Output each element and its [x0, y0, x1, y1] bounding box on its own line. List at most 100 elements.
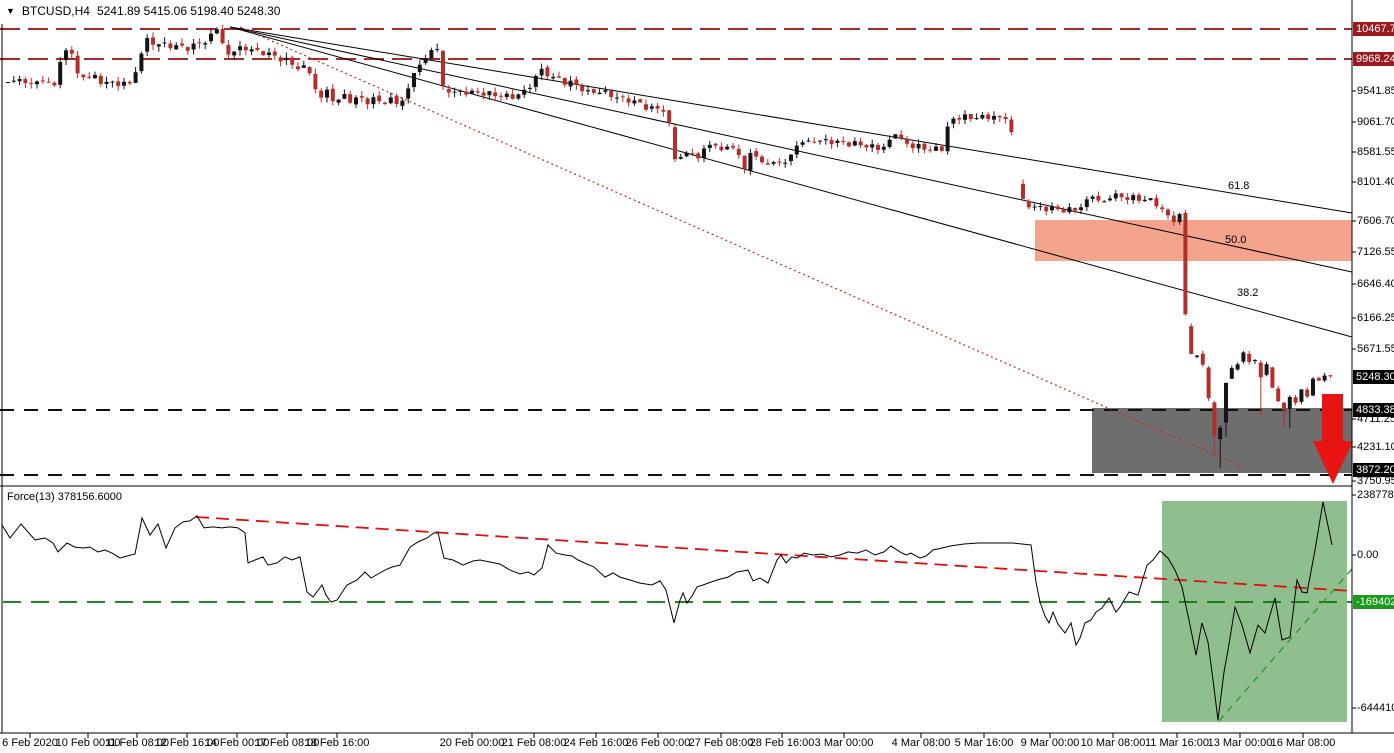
candle: [1131, 195, 1136, 201]
candle: [17, 79, 22, 82]
candle: [974, 117, 979, 120]
candle: [1328, 375, 1333, 377]
candle: [870, 144, 875, 148]
candle: [568, 80, 573, 87]
candle: [945, 126, 950, 152]
candle: [75, 55, 80, 74]
candle: [156, 44, 161, 47]
candle: [504, 93, 509, 97]
candle: [493, 92, 498, 97]
fib-fan-line[interactable]: [229, 26, 1353, 273]
candle: [1282, 402, 1286, 411]
candle: [678, 157, 683, 159]
candle: [307, 67, 312, 74]
candle: [52, 82, 57, 86]
indicator-red-trendline[interactable]: [195, 516, 1353, 592]
candle: [551, 76, 556, 79]
candle: [342, 94, 347, 99]
indicator-green-zone[interactable]: [1162, 501, 1347, 722]
candle: [823, 139, 828, 141]
candle: [667, 110, 672, 123]
candle: [1264, 364, 1269, 375]
candle: [278, 57, 283, 62]
candle: [899, 134, 904, 139]
candle: [1311, 378, 1315, 396]
candle: [574, 79, 579, 85]
candle: [557, 76, 561, 78]
candle: [400, 100, 405, 106]
candle: [423, 58, 428, 64]
candle: [185, 47, 190, 51]
candle: [887, 139, 892, 147]
candle: [319, 90, 324, 98]
demand-zone[interactable]: [1092, 408, 1352, 473]
candle: [1021, 183, 1025, 199]
candle: [267, 52, 271, 55]
dotted-trendline[interactable]: [239, 26, 1241, 467]
candle: [354, 97, 358, 105]
candle: [742, 155, 747, 170]
candle: [731, 145, 735, 148]
candle: [1322, 375, 1327, 381]
candle: [626, 98, 631, 103]
candle: [481, 92, 486, 96]
candle: [928, 149, 933, 151]
candle: [690, 153, 695, 155]
symbol-dropdown-icon[interactable]: ▼: [6, 6, 15, 16]
candle: [702, 148, 706, 158]
candle: [986, 114, 991, 120]
fib-fan-line[interactable]: [229, 26, 1353, 214]
supply-zone[interactable]: [1035, 220, 1352, 261]
candle: [93, 74, 97, 79]
candle: [655, 105, 660, 109]
fib-fan-label: 38.2: [1237, 287, 1258, 299]
candle: [1183, 212, 1188, 315]
candle: [58, 62, 63, 85]
candle: [255, 47, 260, 50]
candle: [818, 140, 822, 142]
candle: [1125, 197, 1130, 200]
candle: [394, 96, 399, 105]
candle: [64, 50, 68, 61]
candle: [1241, 352, 1246, 362]
candle: [203, 43, 208, 45]
candle: [597, 92, 602, 95]
candle: [1084, 199, 1089, 208]
candle: [609, 90, 614, 98]
candle: [232, 51, 237, 56]
candle: [992, 115, 996, 120]
candle: [719, 146, 724, 151]
candle: [1235, 364, 1240, 370]
candle: [1108, 198, 1112, 201]
candle: [783, 162, 788, 164]
candle: [957, 117, 962, 120]
candle: [336, 99, 341, 103]
candle: [580, 85, 585, 92]
candle: [951, 118, 956, 124]
candle: [133, 72, 138, 83]
candle: [812, 141, 817, 143]
candle: [1154, 198, 1159, 207]
candle: [1003, 117, 1008, 120]
fib-fan-line[interactable]: [229, 26, 1353, 338]
candle: [191, 43, 196, 50]
candle: [296, 66, 300, 70]
candle: [104, 81, 109, 84]
candle: [760, 156, 764, 163]
sell-arrow[interactable]: [1313, 394, 1353, 484]
candle: [1218, 427, 1223, 440]
candle: [522, 89, 527, 95]
candle: [1119, 193, 1124, 198]
fib-fan-label: 61.8: [1228, 180, 1249, 192]
candle: [98, 75, 103, 84]
candle: [510, 94, 515, 99]
candle: [939, 146, 944, 151]
candle: [151, 37, 155, 45]
candle: [1038, 205, 1043, 207]
candle: [910, 143, 915, 149]
candle: [586, 90, 590, 92]
candle: [35, 81, 39, 85]
candle: [214, 29, 219, 34]
